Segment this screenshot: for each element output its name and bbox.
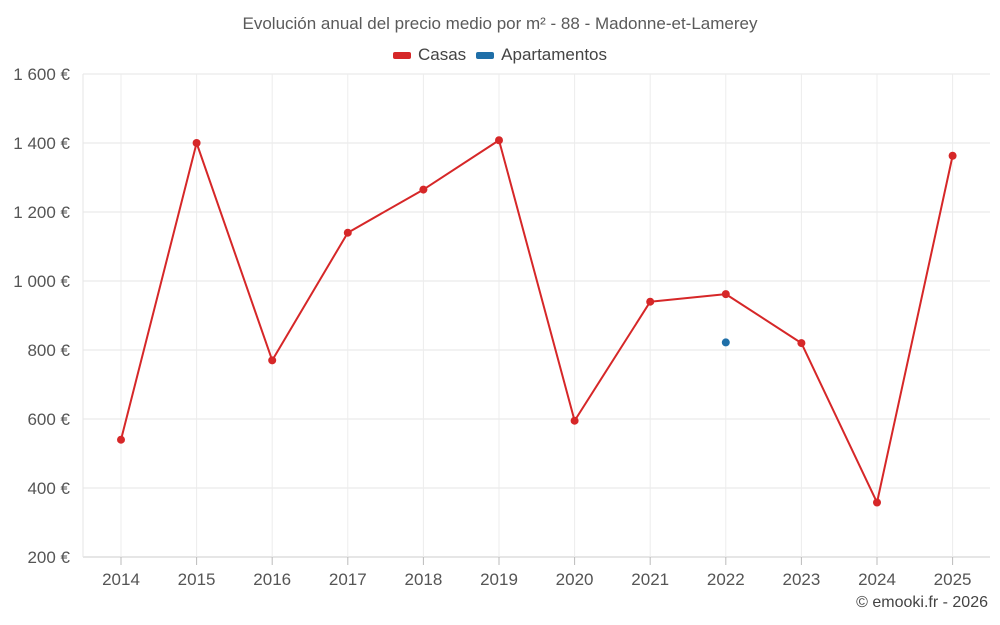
data-point-casas-2019 bbox=[495, 136, 503, 145]
x-tick-label-2021: 2021 bbox=[631, 570, 669, 589]
data-point-casas-2016 bbox=[268, 356, 277, 365]
x-tick-label-2023: 2023 bbox=[782, 570, 820, 589]
y-tick-label-800: 800 € bbox=[27, 341, 70, 360]
y-tick-label-400: 400 € bbox=[27, 479, 70, 498]
data-point-casas-2022 bbox=[721, 290, 730, 299]
x-tick-label-2024: 2024 bbox=[858, 570, 896, 589]
legend-swatch-apartamentos bbox=[476, 51, 495, 59]
y-tick-label-200: 200 € bbox=[27, 548, 70, 567]
data-point-casas-2017 bbox=[343, 228, 352, 237]
y-tick-label-600: 600 € bbox=[27, 410, 70, 429]
data-point-casas-2015 bbox=[192, 139, 201, 147]
y-tick-label-1600: 1 600 € bbox=[13, 65, 70, 84]
legend: Casas Apartamentos bbox=[0, 45, 1000, 65]
data-point-casas-2024 bbox=[873, 498, 881, 507]
data-point-casas-2021 bbox=[646, 297, 655, 306]
x-tick-label-2016: 2016 bbox=[253, 570, 291, 589]
data-point-casas-2014 bbox=[117, 435, 125, 444]
x-tick-label-2015: 2015 bbox=[178, 570, 216, 589]
series-line-casas bbox=[120, 139, 954, 504]
legend-item-casas[interactable]: Casas bbox=[392, 45, 467, 65]
y-tick-label-1000: 1 000 € bbox=[13, 272, 70, 291]
legend-item-apartamentos[interactable]: Apartamentos bbox=[476, 45, 607, 65]
x-tick-label-2018: 2018 bbox=[404, 570, 442, 589]
y-tick-label-1200: 1 200 € bbox=[13, 203, 70, 222]
data-point-apartamentos-2022 bbox=[721, 338, 730, 347]
chart-title: Evolución anual del precio medio por m² … bbox=[242, 14, 758, 33]
legend-label-apartamentos: Apartamentos bbox=[501, 45, 608, 64]
data-point-casas-2018 bbox=[419, 185, 428, 194]
x-tick-label-2014: 2014 bbox=[102, 570, 140, 589]
x-tick-label-2020: 2020 bbox=[556, 570, 594, 589]
legend-label-casas: Casas bbox=[417, 45, 467, 64]
x-tick-label-2017: 2017 bbox=[329, 570, 367, 589]
y-tick-label-1400: 1 400 € bbox=[13, 134, 70, 153]
x-tick-label-2025: 2025 bbox=[934, 570, 972, 589]
x-tick-label-2022: 2022 bbox=[707, 570, 745, 589]
data-point-casas-2025 bbox=[948, 151, 957, 160]
credit-text: © emooki.fr - 2026 bbox=[856, 594, 988, 611]
legend-swatch-casas bbox=[392, 51, 411, 59]
x-tick-label-2019: 2019 bbox=[480, 570, 518, 589]
data-point-casas-2020 bbox=[570, 416, 579, 425]
data-point-casas-2023 bbox=[797, 339, 806, 348]
